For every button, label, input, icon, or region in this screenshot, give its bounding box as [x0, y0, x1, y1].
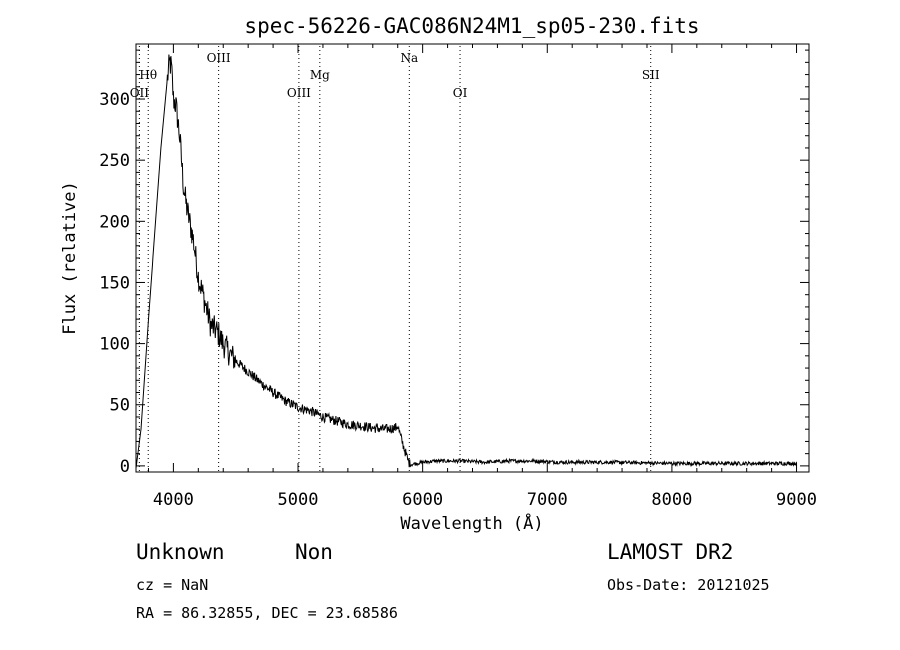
redshift-text: cz = NaN — [136, 576, 209, 594]
emission-lines: Hθ OII OIII OIII Mg Na OI SII — [130, 46, 660, 472]
subclass-label: Non — [295, 540, 333, 564]
chart-title: spec-56226-GAC086N24M1_sp05-230.fits — [244, 14, 699, 38]
y-tick-label: 150 — [99, 273, 130, 293]
axis-ticks: 4000 5000 6000 7000 8000 9000 0 50 100 150 200 250 3… — [99, 44, 817, 510]
spectral-line-label: OII — [130, 86, 150, 100]
x-tick-label: 6000 — [402, 490, 443, 510]
x-tick-label: 9000 — [776, 490, 817, 510]
survey-label: LAMOST DR2 — [607, 540, 734, 564]
y-tick-label: 250 — [99, 151, 130, 171]
spectral-line-label: SII — [642, 68, 660, 82]
obs-date-text: Obs-Date: 20121025 — [607, 576, 770, 594]
spectral-line-label: OI — [453, 86, 468, 100]
plot-frame — [135, 43, 810, 473]
y-axis-label: Flux (relative) — [60, 181, 80, 335]
y-tick-label: 200 — [99, 212, 130, 232]
y-tick-label: 300 — [99, 90, 130, 110]
x-tick-label: 5000 — [278, 490, 319, 510]
y-tick-label: 100 — [99, 335, 130, 355]
y-tick-label: 50 — [110, 396, 130, 416]
x-tick-label: 8000 — [651, 490, 692, 510]
x-axis-label: Wavelength (Å) — [400, 512, 543, 534]
x-tick-label: 4000 — [153, 490, 194, 510]
spectral-line-label: Na — [400, 51, 418, 65]
class-label: Unknown — [136, 540, 225, 564]
spectrum-line — [135, 54, 797, 469]
spectral-line-label: Hθ — [139, 68, 157, 82]
x-tick-label: 7000 — [527, 490, 568, 510]
coordinates-text: RA = 86.32855, DEC = 23.68586 — [136, 604, 398, 622]
spectral-line-label: OIII — [287, 86, 311, 100]
spectral-line-label: OIII — [207, 51, 231, 65]
y-tick-label: 0 — [120, 457, 130, 477]
spectral-line-label: Mg — [310, 68, 330, 82]
